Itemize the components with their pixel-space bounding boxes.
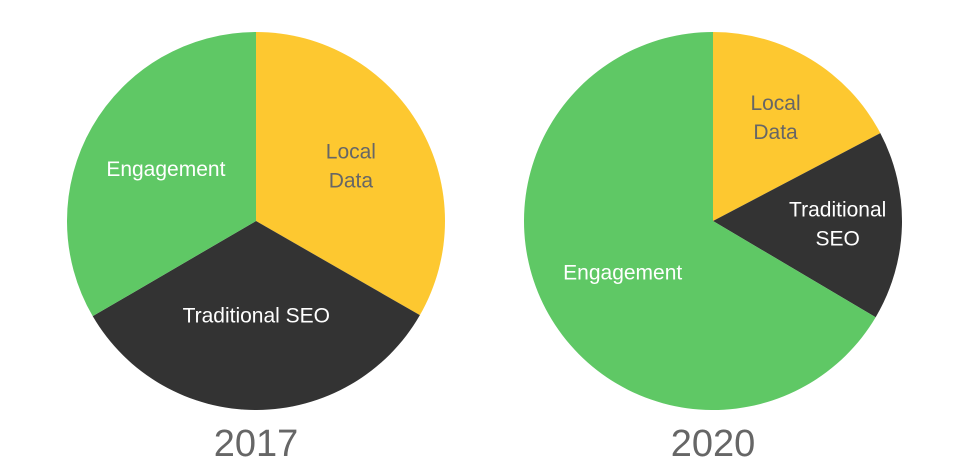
slice-label-line: Traditional SEO (183, 304, 330, 327)
slice-label-line: Data (329, 170, 374, 193)
slice-label-line: Local (750, 92, 800, 115)
pie-slice-local-data (256, 32, 445, 316)
slice-label-line: Traditional (789, 199, 886, 222)
slice-label-line: SEO (816, 228, 860, 251)
pie-slice-engagement (66, 32, 256, 317)
slice-label-local-data: Local Data (326, 141, 376, 193)
slice-label-engagement: Engagement (563, 262, 682, 285)
slice-label-line: Engagement (106, 158, 225, 181)
pie-chart-2020: Local Data Traditional SEO Engagement (524, 32, 902, 410)
year-label-2020: 2020 (671, 423, 756, 465)
pie-slice-engagement (524, 32, 876, 410)
pie-slice-local-data (713, 32, 881, 221)
slice-label-traditional-seo: Traditional SEO (789, 199, 886, 251)
pie-slice-traditional-seo (713, 133, 902, 318)
year-label-2017: 2017 (214, 423, 299, 465)
slice-label-engagement: Engagement (106, 158, 225, 181)
slice-label-local-data: Local Data (750, 92, 800, 144)
slice-label-line: Engagement (563, 262, 682, 285)
pie-chart-2017: Local Data Traditional SEO Engagement (66, 32, 445, 410)
slice-label-line: Data (753, 121, 798, 144)
slice-label-line: Local (326, 141, 376, 164)
pie-slice-traditional-seo (92, 221, 420, 410)
slice-label-traditional-seo: Traditional SEO (183, 304, 330, 327)
